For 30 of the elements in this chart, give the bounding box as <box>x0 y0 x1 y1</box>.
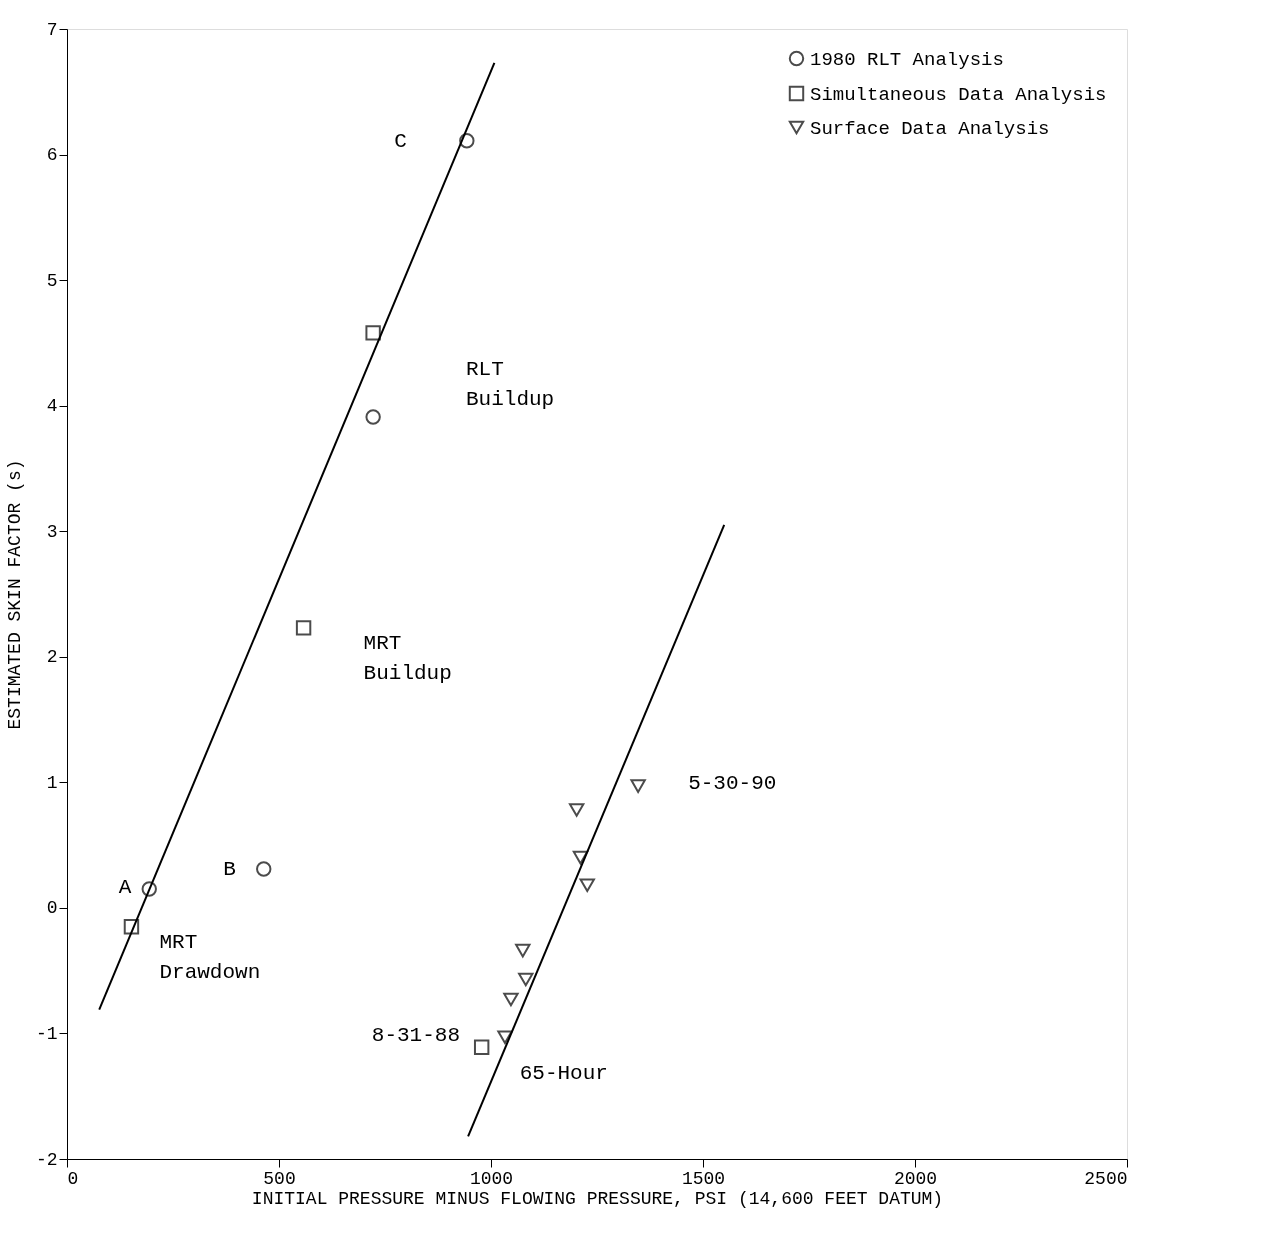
y-tick-label: 3 <box>46 521 58 542</box>
y-tick-label: 6 <box>46 145 58 166</box>
annotation: 5-30-90 <box>688 772 777 796</box>
x-tick-label: 2500 <box>1084 1168 1128 1189</box>
x-tick-label: 1500 <box>681 1168 726 1189</box>
legend-label: 1980 RLT Analysis <box>810 48 1004 71</box>
legend-label: Surface Data Analysis <box>810 117 1050 140</box>
x-tick-label: 1000 <box>469 1168 514 1189</box>
y-tick-label: 1 <box>46 772 58 793</box>
annotation: 8-31-88 <box>371 1024 460 1048</box>
annotation: C <box>394 129 407 153</box>
y-tick-label: -2 <box>35 1149 58 1170</box>
y-tick-label: 2 <box>46 647 58 668</box>
annotation: MRT Drawdown <box>159 930 261 984</box>
y-axis-title: ESTIMATED SKIN FACTOR (s) <box>4 459 25 730</box>
x-tick-label: 500 <box>263 1168 296 1189</box>
y-tick-label: 5 <box>46 270 58 291</box>
legend-label: Simultaneous Data Analysis <box>810 83 1107 106</box>
y-tick-label: 7 <box>46 19 58 40</box>
x-tick-label: 2000 <box>893 1168 938 1189</box>
annotation: A <box>118 876 132 900</box>
y-tick-label: -1 <box>35 1023 58 1044</box>
x-axis-title: INITIAL PRESSURE MINUS FLOWING PRESSURE, PSI (14,600 FEET DATUM) <box>251 1188 944 1209</box>
annotation: RLT Buildup <box>466 358 555 411</box>
x-tick-label: 0 <box>67 1168 79 1189</box>
annotation: 65-Hour <box>519 1062 608 1086</box>
y-tick-label: 0 <box>46 898 58 919</box>
annotation: MRT Buildup <box>363 631 452 685</box>
annotation: B <box>223 857 236 881</box>
y-tick-label: 4 <box>46 396 58 417</box>
